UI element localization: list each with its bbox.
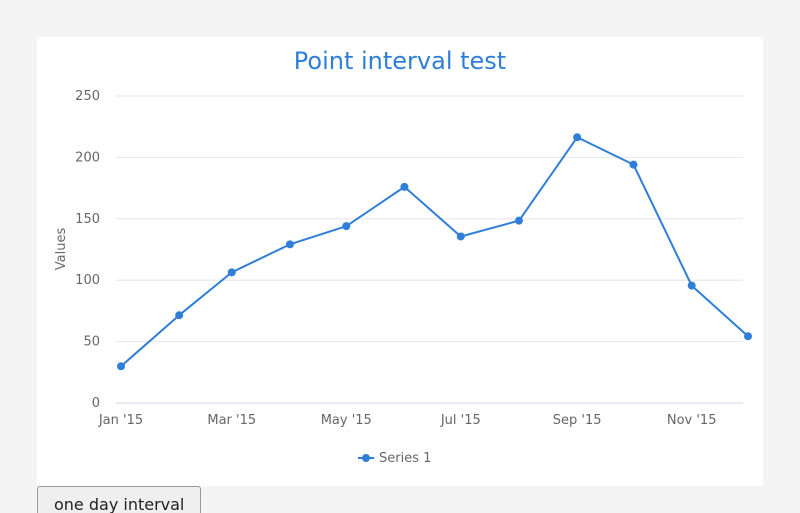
chart-title: Point interval test <box>294 47 506 75</box>
data-point[interactable] <box>175 311 184 320</box>
data-point[interactable] <box>342 222 351 231</box>
series-layer <box>117 133 752 371</box>
y-tick-label: 50 <box>83 335 100 350</box>
data-point[interactable] <box>285 240 294 249</box>
y-tick-label: 150 <box>75 212 100 227</box>
y-tick-label: 0 <box>92 396 100 411</box>
y-tick-label: 200 <box>75 150 100 165</box>
x-tick-label: Jul '15 <box>440 413 481 428</box>
data-point[interactable] <box>629 160 638 169</box>
legend-series-marker <box>362 454 370 462</box>
series-line <box>120 136 749 368</box>
chart-container: 0 50 100 150 200 250 Jan '15 Mar '15 May '15 Jul… <box>37 37 763 486</box>
x-axis-ticks: Jan '15 Mar '15 May '15 Jul '15 Sep '15 Nov '… <box>98 413 717 428</box>
x-tick-label: Jan '15 <box>98 413 143 428</box>
data-point[interactable] <box>514 216 523 225</box>
y-axis-ticks: 0 50 100 150 200 250 <box>75 89 100 411</box>
y-axis-title: Values <box>54 228 69 271</box>
y-tick-label: 100 <box>75 273 100 288</box>
legend[interactable]: Series 1 <box>358 451 431 466</box>
data-point[interactable] <box>456 232 465 241</box>
data-point[interactable] <box>744 332 752 341</box>
legend-series-label[interactable]: Series 1 <box>379 451 431 466</box>
data-point[interactable] <box>400 182 409 191</box>
data-point[interactable] <box>687 281 696 290</box>
data-point[interactable] <box>573 133 582 142</box>
line-chart: 0 50 100 150 200 250 Jan '15 Mar '15 May '15 Jul… <box>54 47 752 466</box>
x-tick-label: Sep '15 <box>553 413 602 428</box>
data-point[interactable] <box>227 268 236 277</box>
y-tick-label: 250 <box>75 89 100 104</box>
x-tick-label: Nov '15 <box>667 413 717 428</box>
x-tick-label: May '15 <box>321 413 372 428</box>
data-point[interactable] <box>117 362 125 371</box>
one-day-interval-button[interactable]: one day interval <box>37 486 202 513</box>
x-tick-label: Mar '15 <box>207 413 256 428</box>
gridlines <box>116 95 743 404</box>
